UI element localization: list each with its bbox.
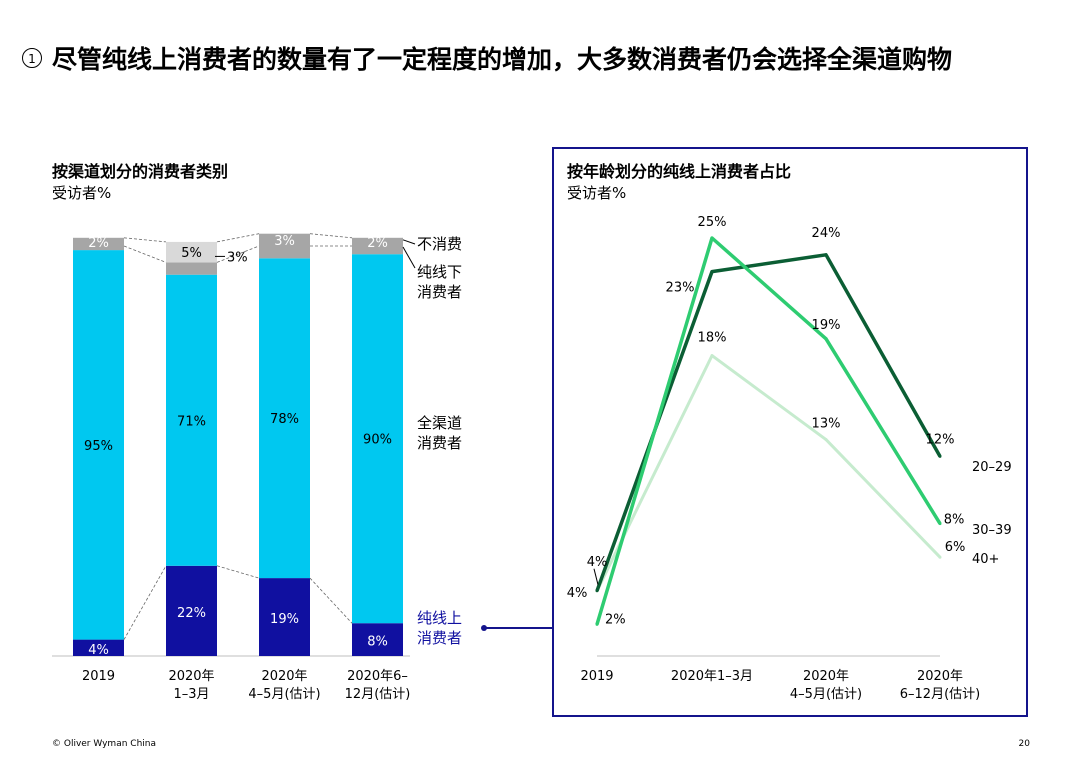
series-point-30–39-3 [938,522,942,526]
bar-omni-label-2: 78% [270,412,299,427]
bar-online-3 [352,623,403,656]
label-pointer-40plus-2019 [593,568,599,585]
bar-nonconsumer-0 [73,237,124,246]
series-point-30–39-0 [595,622,599,626]
callout-label: 3% [227,250,248,265]
series-point-40+-2 [824,438,828,442]
bar-top-label-1: 5% [181,246,202,261]
series-legend-20–29: 20–29 [972,460,1012,475]
legend-nonconsumer-pointer [402,239,416,245]
line-x-tick-label-1: 2020年1–3月 [671,669,753,684]
connector-offline-1 [216,245,260,263]
bar-top-label-3: 2% [367,236,388,251]
data-label-20–29-0: 4% [567,586,588,601]
series-point-20–29-2 [824,253,828,257]
connector-offline-0 [123,245,167,263]
data-label-30–39-1: 25% [698,215,727,230]
bar-top-label-0: 2% [88,236,109,251]
connector-online-1 [216,565,260,579]
bar-nonconsumer-2 [259,233,310,246]
bar-nonconsumer-1 [166,241,217,263]
bar-nonconsumer-3 [352,237,403,246]
series-point-20–29-0 [595,589,599,593]
right-chart-unit: 受访者% [567,184,627,202]
bar-online-1 [166,565,217,656]
series-point-30–39-2 [824,337,828,341]
connector-online-0 [123,565,167,640]
series-legend-30–39: 30–39 [972,523,1012,538]
bar-online-2 [259,578,310,656]
left-chart-unit: 受访者% [52,184,112,202]
data-label-20–29-3: 12% [926,432,955,447]
left-chart-title: 按渠道划分的消费者类别 [52,162,229,181]
page-number: 20 [1018,739,1030,749]
connector-online-2 [309,577,353,624]
x-tick-label-0: 2019 [82,669,115,684]
bar-omni-label-1: 71% [177,414,206,429]
bar-online-label-0: 4% [88,643,109,658]
legend-nonconsumer: 不消费 [417,235,462,253]
data-label-40+-2: 13% [812,417,841,432]
bar-omni-1 [166,274,217,566]
bar-offline-2 [259,246,310,259]
bar-online-label-3: 8% [367,635,388,650]
panel-connector-dot [481,625,487,631]
connector-top-1 [216,233,260,243]
title-number-badge: 1 [22,48,42,68]
data-label-30–39-2: 19% [812,318,841,333]
bar-online-0 [73,639,124,656]
x-tick-label-3: 2020年6– 12月(估计) [345,669,411,702]
series-point-20–29-3 [938,454,942,458]
series-line-30–39 [595,236,942,625]
series-point-40+-1 [710,354,714,358]
data-label-30–39-0: 2% [605,612,626,627]
footer-copyright: © Oliver Wyman China [52,739,156,749]
bar-online-label-1: 22% [177,606,206,621]
legend-offline: 纯线下消费者 [417,263,462,301]
connector-top-2 [309,233,353,239]
right-panel-frame [552,147,1028,717]
series-line-20–29 [595,253,942,592]
legend-omni: 全渠道消费者 [417,414,462,452]
bar-omni-2 [259,258,310,579]
x-tick-label-2: 2020年 4–5月(估计) [248,669,320,702]
data-label-20–29-1: 23% [666,281,695,296]
x-tick-label-1: 2020年 1–3月 [168,669,214,702]
line-x-tick-label-2: 2020年 4–5月(估计) [790,669,862,702]
legend-offline-pointer [402,246,416,269]
bar-offline-3 [352,246,403,255]
right-chart-title: 按年龄划分的纯线上消费者占比 [567,162,792,181]
legend-online: 纯线上消费者 [417,609,462,647]
bar-offline-1 [166,262,217,275]
series-line-40+ [595,354,942,592]
data-label-40+-0: 4% [587,555,608,570]
series-point-30–39-1 [710,236,714,240]
data-label-30–39-3: 8% [944,513,965,528]
series-point-20–29-1 [710,270,714,274]
data-label-20–29-2: 24% [812,226,841,241]
bar-offline-0 [73,246,124,251]
series-point-40+-3 [938,555,942,559]
bar-omni-label-3: 90% [363,433,392,448]
bar-top-label-2: 3% [274,234,295,249]
bar-omni-3 [352,254,403,624]
bar-online-label-2: 19% [270,612,299,627]
bar-omni-0 [73,250,124,640]
data-label-40+-1: 18% [698,331,727,346]
line-x-tick-label-0: 2019 [580,669,613,684]
series-legend-40+: 40+ [972,552,999,567]
connector-top-0 [123,237,167,243]
bar-omni-label-0: 95% [84,439,113,454]
data-label-40+-3: 6% [945,540,966,555]
line-x-tick-label-3: 2020年 6–12月(估计) [900,669,980,702]
page-title: 尽管纯线上消费者的数量有了一定程度的增加，大多数消费者仍会选择全渠道购物 [52,45,953,74]
